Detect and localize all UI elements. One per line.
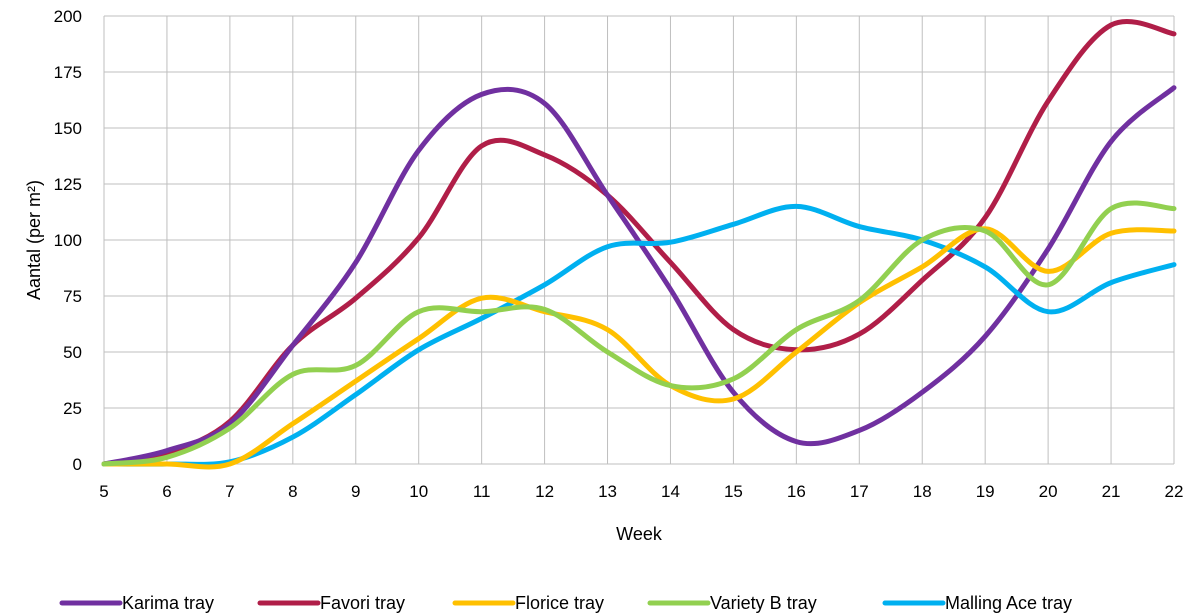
legend-label: Variety B tray <box>710 593 817 613</box>
x-tick-label: 11 <box>473 482 491 501</box>
x-tick-label: 21 <box>1102 482 1121 501</box>
x-axis-title: Week <box>616 524 663 544</box>
y-axis-title: Aantal (per m²) <box>24 180 44 300</box>
x-tick-label: 8 <box>288 482 297 501</box>
y-tick-label: 150 <box>54 119 82 138</box>
y-tick-label: 100 <box>54 231 82 250</box>
legend-item-favori-tray: Favori tray <box>257 593 405 613</box>
x-tick-label: 9 <box>351 482 360 501</box>
legend-label: Florice tray <box>515 593 604 613</box>
x-tick-label: 10 <box>409 482 428 501</box>
legend-item-variety-b-tray: Variety B tray <box>647 593 817 613</box>
legend-item-karima-tray: Karima tray <box>59 593 214 613</box>
x-tick-label: 18 <box>913 482 932 501</box>
x-tick-label: 13 <box>598 482 617 501</box>
legend-label: Favori tray <box>320 593 405 613</box>
x-tick-label: 22 <box>1165 482 1184 501</box>
x-tick-label: 16 <box>787 482 806 501</box>
x-tick-label: 15 <box>724 482 743 501</box>
x-tick-label: 5 <box>99 482 108 501</box>
legend-label: Malling Ace tray <box>945 593 1072 613</box>
series-line-florice-tray <box>101 226 1177 470</box>
legend-item-malling-ace-tray: Malling Ace tray <box>882 593 1072 613</box>
y-tick-label: 50 <box>63 343 82 362</box>
y-tick-label: 25 <box>63 399 82 418</box>
legend: Karima tray Favori tray Florice tray Variet… <box>59 593 1072 613</box>
x-tick-label: 6 <box>162 482 171 501</box>
y-tick-label: 0 <box>73 455 82 474</box>
series-line-malling-ace-tray <box>101 203 1177 467</box>
x-tick-label: 7 <box>225 482 234 501</box>
legend-label: Karima tray <box>122 593 214 613</box>
x-tick-label: 14 <box>661 482 680 501</box>
x-tick-label: 12 <box>535 482 554 501</box>
x-tick-label: 19 <box>976 482 995 501</box>
legend-item-florice-tray: Florice tray <box>452 593 604 613</box>
y-tick-label: 75 <box>63 287 82 306</box>
y-axis-ticks: 0 25 50 75 100 125 150 175 200 <box>54 7 82 474</box>
x-axis-ticks: 5 6 7 8 9 10 11 12 13 14 15 16 17 18 19 20 21 22 <box>99 482 1183 501</box>
y-tick-label: 175 <box>54 63 82 82</box>
x-tick-label: 20 <box>1039 482 1058 501</box>
series-line-variety-b-tray <box>101 200 1177 467</box>
plot-area <box>101 18 1177 470</box>
y-tick-label: 200 <box>54 7 82 26</box>
y-tick-label: 125 <box>54 175 82 194</box>
x-tick-label: 17 <box>850 482 869 501</box>
